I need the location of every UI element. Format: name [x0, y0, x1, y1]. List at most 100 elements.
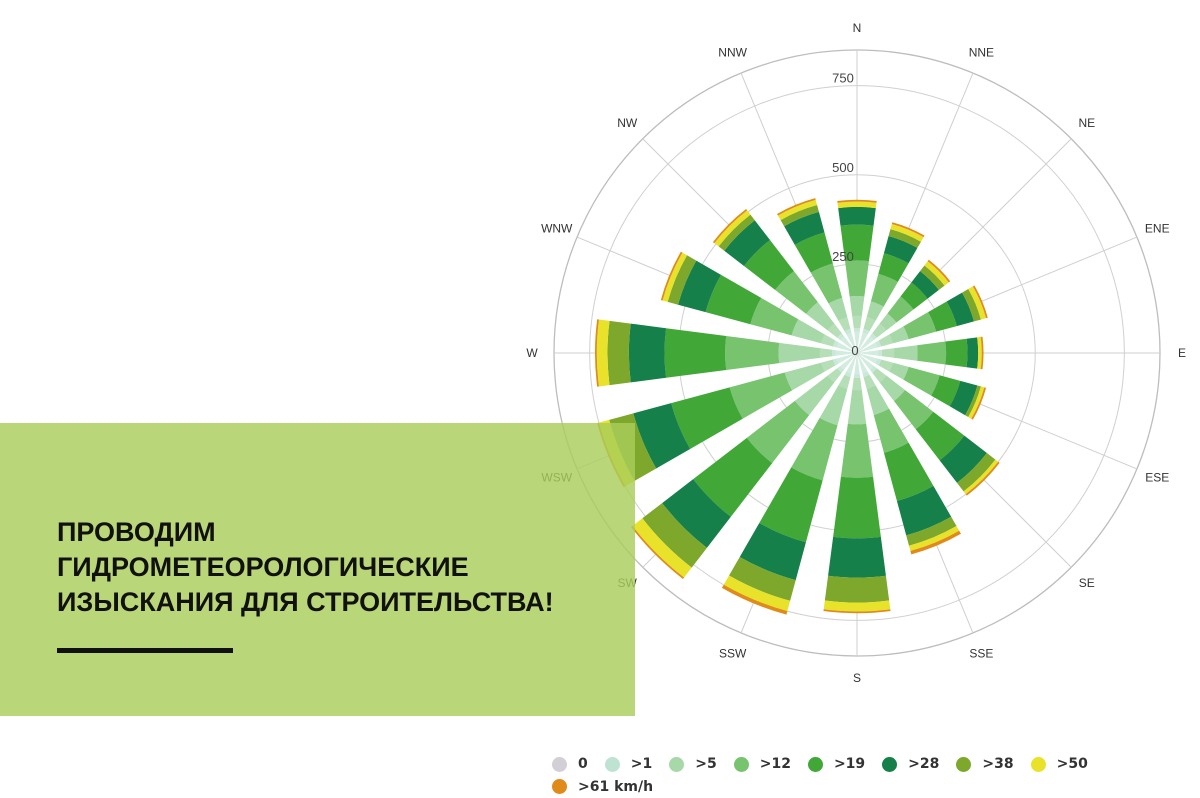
- wedge-NE-bin-2: [872, 313, 897, 338]
- banner-divider: [57, 648, 233, 653]
- wedge-SW-bin-4: [693, 437, 773, 517]
- wedge-NE-bin-3: [887, 296, 914, 323]
- wedge-WNW-bin-6: [667, 255, 697, 305]
- wedge-NE-bin-7: [924, 261, 949, 286]
- wedge-SW-bin-2: [794, 368, 842, 416]
- banner-line-3: ИЗЫСКАНИЯ ДЛЯ СТРОИТЕЛЬСТВА!: [57, 587, 554, 617]
- wedge-SW-bin-8: [631, 525, 685, 579]
- radial-tick-label: 250: [832, 249, 854, 264]
- wedge-NW-bin-5: [724, 220, 771, 267]
- rose-center-core: [835, 331, 879, 375]
- legend-item: 0: [552, 754, 588, 774]
- wedge-SSE-bin-5: [896, 485, 952, 536]
- legend-label: >1: [630, 756, 653, 772]
- direction-label-ESE: ESE: [1145, 470, 1169, 484]
- wedge-ESE-bin-4: [931, 375, 961, 407]
- direction-label-S: S: [853, 671, 861, 685]
- wedge-WNW-bin-7: [662, 252, 688, 302]
- legend-item: >1: [604, 754, 653, 774]
- wedge-NNW-bin-5: [784, 211, 825, 245]
- wedge-ESE-bin-2: [878, 359, 909, 380]
- wedge-NW-bin-1: [837, 333, 857, 353]
- wedge-NW-bin-6: [718, 214, 755, 251]
- promo-banner: ПРОВОДИМ ГИДРОМЕТЕОРОЛОГИЧЕСКИЕ ИЗЫСКАНИ…: [0, 423, 635, 716]
- wedge-S-bin-7: [823, 600, 891, 612]
- wedge-N-bin-2: [849, 295, 865, 329]
- direction-label-WNW: WNW: [541, 222, 573, 236]
- wedge-NNE-bin-5: [883, 235, 918, 264]
- wedge-SSE-bin-3: [873, 408, 909, 453]
- wedge-NNE-bin-6: [888, 229, 921, 248]
- banner-headline: ПРОВОДИМ ГИДРОМЕТЕОРОЛОГИЧЕСКИЕ ИЗЫСКАНИ…: [57, 515, 627, 620]
- chart-legend: 0 >1 >5 >12 >19 >28 >38 >50 >61 km/h: [552, 754, 1192, 798]
- wedge-SE-bin-8: [965, 461, 1000, 496]
- wedge-ENE-bin-4: [928, 301, 957, 332]
- wedge-NNW-bin-4: [794, 232, 833, 273]
- wedge-ENE-bin-8: [972, 285, 988, 319]
- legend-label: >12: [759, 756, 791, 772]
- legend-swatch: [1030, 756, 1046, 772]
- wedge-NE-bin-8: [927, 259, 951, 283]
- legend-label: 0: [578, 756, 588, 772]
- banner-line-2: ГИДРОМЕТЕОРОЛОГИЧЕСКИЕ: [57, 552, 469, 582]
- wedge-NW-bin-8: [712, 208, 748, 244]
- wedge-E-bin-5: [966, 337, 979, 369]
- rose-center-ring: [819, 315, 895, 391]
- wedge-N-bin-3: [845, 260, 869, 297]
- wedge-E-bin-2: [881, 345, 918, 361]
- wedge-S-bin-2: [847, 377, 867, 425]
- legend-label: >5: [695, 756, 717, 772]
- wedge-SSE-bin-4: [883, 442, 934, 501]
- legend-label: >38: [982, 756, 1014, 772]
- wedge-SSE-bin-1: [857, 353, 870, 378]
- legend-item: >19: [807, 754, 866, 774]
- wedge-N-bin-8: [837, 199, 877, 203]
- wedge-NE-bin-4: [900, 282, 928, 310]
- wedge-W-bin-1: [832, 349, 857, 357]
- wedge-NNW-bin-1: [844, 328, 857, 353]
- wedge-WNW-bin-1: [832, 340, 857, 353]
- radial-tick-label: 0: [851, 343, 858, 358]
- radial-tick-label: 750: [832, 71, 854, 86]
- wedge-ESE-bin-5: [949, 380, 978, 416]
- wedge-SE-bin-6: [957, 453, 996, 492]
- direction-label-E: E: [1178, 346, 1186, 360]
- wedge-SSW-bin-3: [791, 417, 838, 481]
- wedge-W-bin-8: [594, 319, 599, 387]
- wedge-WNW-bin-5: [678, 260, 722, 313]
- wedge-SSE-bin-7: [909, 526, 960, 551]
- wedge-E-bin-8: [980, 336, 984, 370]
- wedge-WSW-bin-5: [633, 403, 691, 469]
- wedge-N-bin-7: [837, 201, 877, 209]
- wedge-S-bin-5: [828, 536, 886, 578]
- wedge-NE-bin-1: [857, 333, 877, 353]
- legend-item: >5: [669, 754, 717, 774]
- wedge-E-bin-4: [945, 338, 968, 368]
- wedge-ENE-bin-7: [968, 286, 987, 320]
- legend-item: >28: [882, 754, 939, 774]
- direction-label-NE: NE: [1078, 116, 1095, 130]
- wedge-E-bin-3: [917, 341, 947, 365]
- wedge-ENE-bin-6: [962, 289, 981, 322]
- wedge-ESE-bin-6: [965, 385, 981, 417]
- direction-label-NW: NW: [617, 116, 638, 130]
- wedge-WNW-bin-2: [791, 319, 836, 347]
- wedge-NW-bin-2: [806, 302, 842, 338]
- legend-label: >19: [833, 756, 866, 772]
- legend-item: >61 km/h: [552, 777, 653, 797]
- banner-line-1: ПРОВОДИМ: [57, 517, 216, 547]
- wedge-SE-bin-7: [963, 459, 999, 495]
- wedge-NNW-bin-8: [777, 198, 816, 216]
- legend-swatch: [604, 756, 620, 772]
- wedge-NNE-bin-4: [878, 253, 909, 282]
- wedge-S-bin-1: [853, 353, 861, 378]
- legend-item: >50: [1030, 754, 1088, 774]
- wedge-ESE-bin-1: [857, 353, 882, 366]
- wedge-WSW-bin-3: [729, 372, 793, 419]
- wedge-ESE-bin-3: [903, 366, 940, 396]
- wedge-NNE-bin-2: [863, 301, 884, 332]
- legend-swatch: [552, 779, 567, 794]
- wedge-NE-bin-5: [911, 271, 939, 299]
- wedge-ESE-bin-7: [968, 386, 985, 419]
- wedge-S-bin-3: [840, 423, 874, 478]
